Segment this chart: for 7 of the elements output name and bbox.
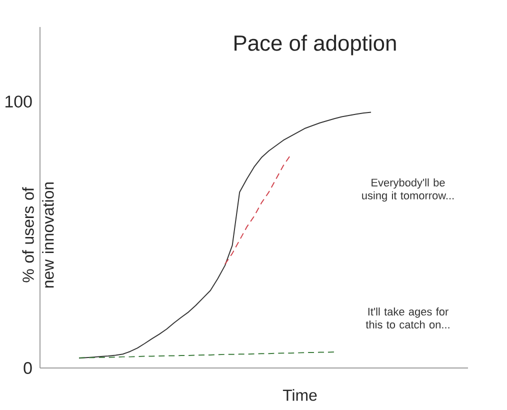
annotation: Everybody'll be using it tomorrow... (362, 178, 454, 202)
y-tick-label: 0 (24, 362, 32, 374)
x-axis-title: Time (282, 389, 317, 401)
chart-title: Pace of adoption (234, 34, 396, 56)
annotation: It'll take ages for this to catch on... (366, 308, 450, 328)
y-axis-title: % of users of new innovation (22, 182, 54, 288)
y-tick-label: 100 (6, 96, 32, 108)
